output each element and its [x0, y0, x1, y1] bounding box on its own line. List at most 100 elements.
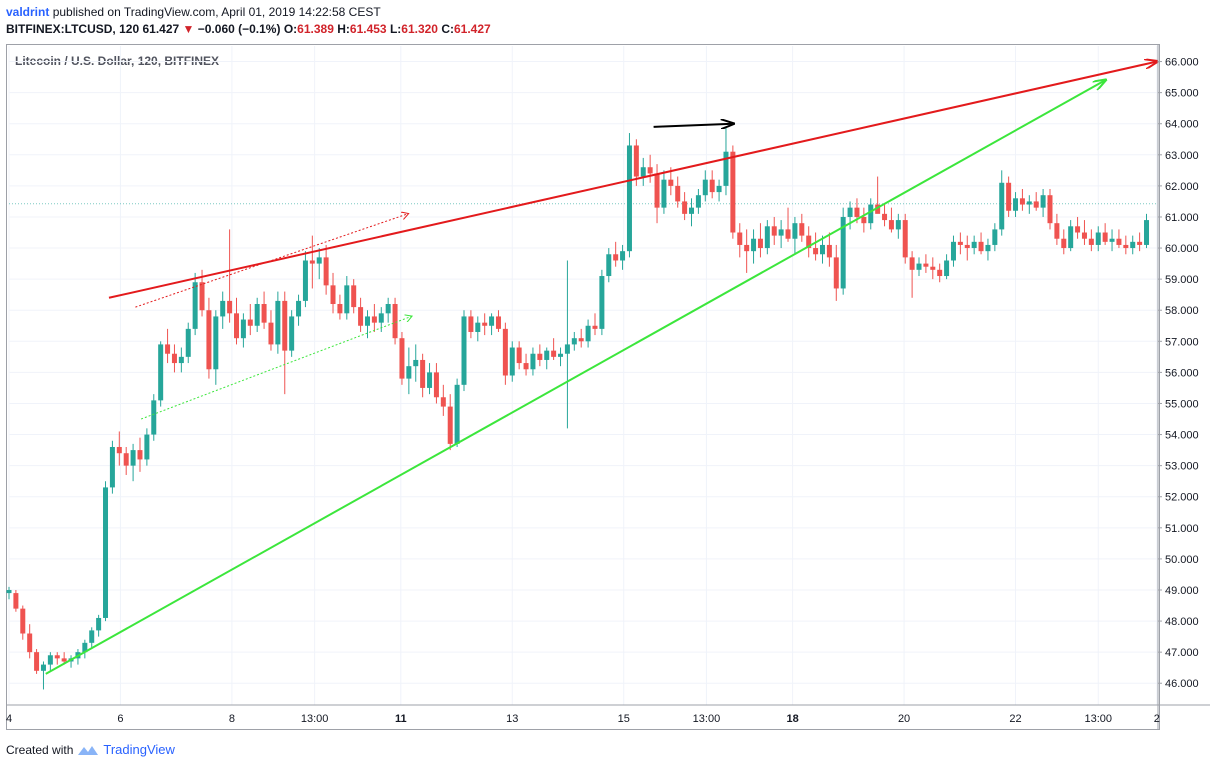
- x-tick-label: 20: [898, 713, 910, 725]
- y-tick-label: 58.000: [1165, 305, 1199, 317]
- candle-body: [771, 226, 777, 236]
- candle-body: [364, 316, 370, 326]
- candle-body: [240, 319, 246, 339]
- chart-title: Litecoin / U.S. Dollar, 120, BITFINEX: [15, 54, 219, 68]
- candle-body: [1068, 226, 1074, 249]
- candle-body: [544, 350, 550, 360]
- candle-body: [282, 300, 288, 351]
- candle-body: [778, 229, 784, 236]
- published-text: published on TradingView.com, April 01, …: [52, 5, 381, 19]
- candle-body: [1061, 238, 1067, 249]
- footer: Created with TradingView: [6, 742, 175, 757]
- time-axis[interactable]: 4 6 8 13:00 11 13 15 13:00 18 20 22 13:00 2: [6, 704, 1210, 725]
- y-tick-label: 54.000: [1165, 430, 1199, 442]
- candle-body: [640, 167, 646, 177]
- candle-body: [220, 300, 226, 317]
- candle-body: [178, 356, 184, 364]
- resistance-trendline: [108, 62, 1157, 299]
- candle-body: [1026, 201, 1032, 205]
- candle-body: [516, 347, 522, 364]
- candle-body: [1040, 195, 1046, 208]
- candle-body: [806, 235, 812, 249]
- high-value: 61.453: [349, 22, 387, 36]
- y-tick-label: 48.000: [1165, 616, 1199, 628]
- candle-body: [633, 145, 639, 177]
- candle-body: [89, 630, 95, 643]
- y-tick-label: 57.000: [1165, 336, 1199, 348]
- author-link[interactable]: valdrint: [6, 5, 50, 19]
- candle-body: [461, 316, 467, 385]
- candle-body: [923, 263, 929, 267]
- candle-body: [1123, 244, 1129, 249]
- candle-body: [716, 185, 722, 193]
- candle-body: [764, 226, 770, 249]
- candle-body: [999, 182, 1005, 230]
- candle-body: [82, 642, 88, 653]
- candle-body: [213, 316, 219, 370]
- candle-body: [475, 322, 481, 332]
- y-tick-label: 65.000: [1165, 88, 1199, 100]
- candle-body: [695, 195, 701, 208]
- candle-body: [868, 204, 874, 224]
- candle-body: [1006, 182, 1012, 211]
- candle-body: [433, 372, 439, 398]
- price-change: −0.060 (−0.1%): [197, 22, 281, 36]
- candle-body: [165, 344, 171, 354]
- candle-body: [1095, 232, 1101, 245]
- candle-body: [606, 254, 612, 277]
- candle-body: [144, 434, 150, 460]
- candle-body: [840, 216, 846, 289]
- close-label: C:: [441, 22, 454, 36]
- candle-body: [613, 254, 619, 261]
- candle-body: [757, 238, 763, 249]
- x-tick-label: 4: [6, 713, 12, 725]
- breakout-arrow: [653, 124, 733, 127]
- candle-body: [571, 338, 577, 345]
- candle-body: [275, 300, 281, 345]
- candle-body: [109, 446, 115, 488]
- candle-body: [495, 316, 501, 329]
- candle-body: [950, 241, 956, 261]
- candle-body: [682, 201, 688, 214]
- candle-body: [1033, 201, 1039, 208]
- candle-body: [96, 617, 102, 631]
- candle-body: [399, 338, 405, 379]
- candle-body: [744, 244, 750, 252]
- candle-body: [13, 593, 19, 609]
- y-tick-label: 53.000: [1165, 461, 1199, 473]
- candle-body: [978, 241, 984, 252]
- close-value: 61.427: [453, 22, 491, 36]
- candle-body: [558, 353, 564, 357]
- y-tick-label: 49.000: [1165, 585, 1199, 597]
- candle-body: [730, 151, 736, 233]
- y-tick-label: 66.000: [1165, 57, 1199, 69]
- quote-bar: BITFINEX:LTCUSD, 120 61.427 ▼ −0.060 (−0…: [6, 21, 491, 37]
- candle-body: [551, 350, 557, 357]
- candle-body: [792, 223, 798, 239]
- candle-body: [909, 257, 915, 270]
- y-tick-label: 56.000: [1165, 367, 1199, 379]
- y-tick-label: 64.000: [1165, 119, 1199, 131]
- candle-body: [337, 304, 343, 314]
- candle-body: [882, 213, 888, 221]
- candle-body: [171, 353, 177, 364]
- candle-body: [151, 400, 157, 435]
- candle-body: [523, 363, 529, 370]
- candle-body: [537, 353, 543, 360]
- candle-body: [751, 238, 757, 252]
- candle-body: [254, 304, 260, 326]
- candle-body: [668, 179, 674, 186]
- candle-body: [861, 216, 867, 224]
- candle-body: [268, 322, 274, 345]
- chart-frame[interactable]: [6, 44, 1160, 730]
- candle-body: [599, 276, 605, 329]
- trendlines[interactable]: [45, 62, 1157, 675]
- candle-body: [1088, 238, 1094, 245]
- candle-body: [61, 658, 67, 662]
- candle-body: [1137, 241, 1143, 245]
- candle-body: [833, 257, 839, 289]
- candle-body: [1109, 238, 1115, 242]
- price-axis[interactable]: 46.000 47.000 48.000 49.000 50.000 51.000 52.0…: [1157, 44, 1199, 730]
- tradingview-brand-link[interactable]: TradingView: [103, 742, 175, 757]
